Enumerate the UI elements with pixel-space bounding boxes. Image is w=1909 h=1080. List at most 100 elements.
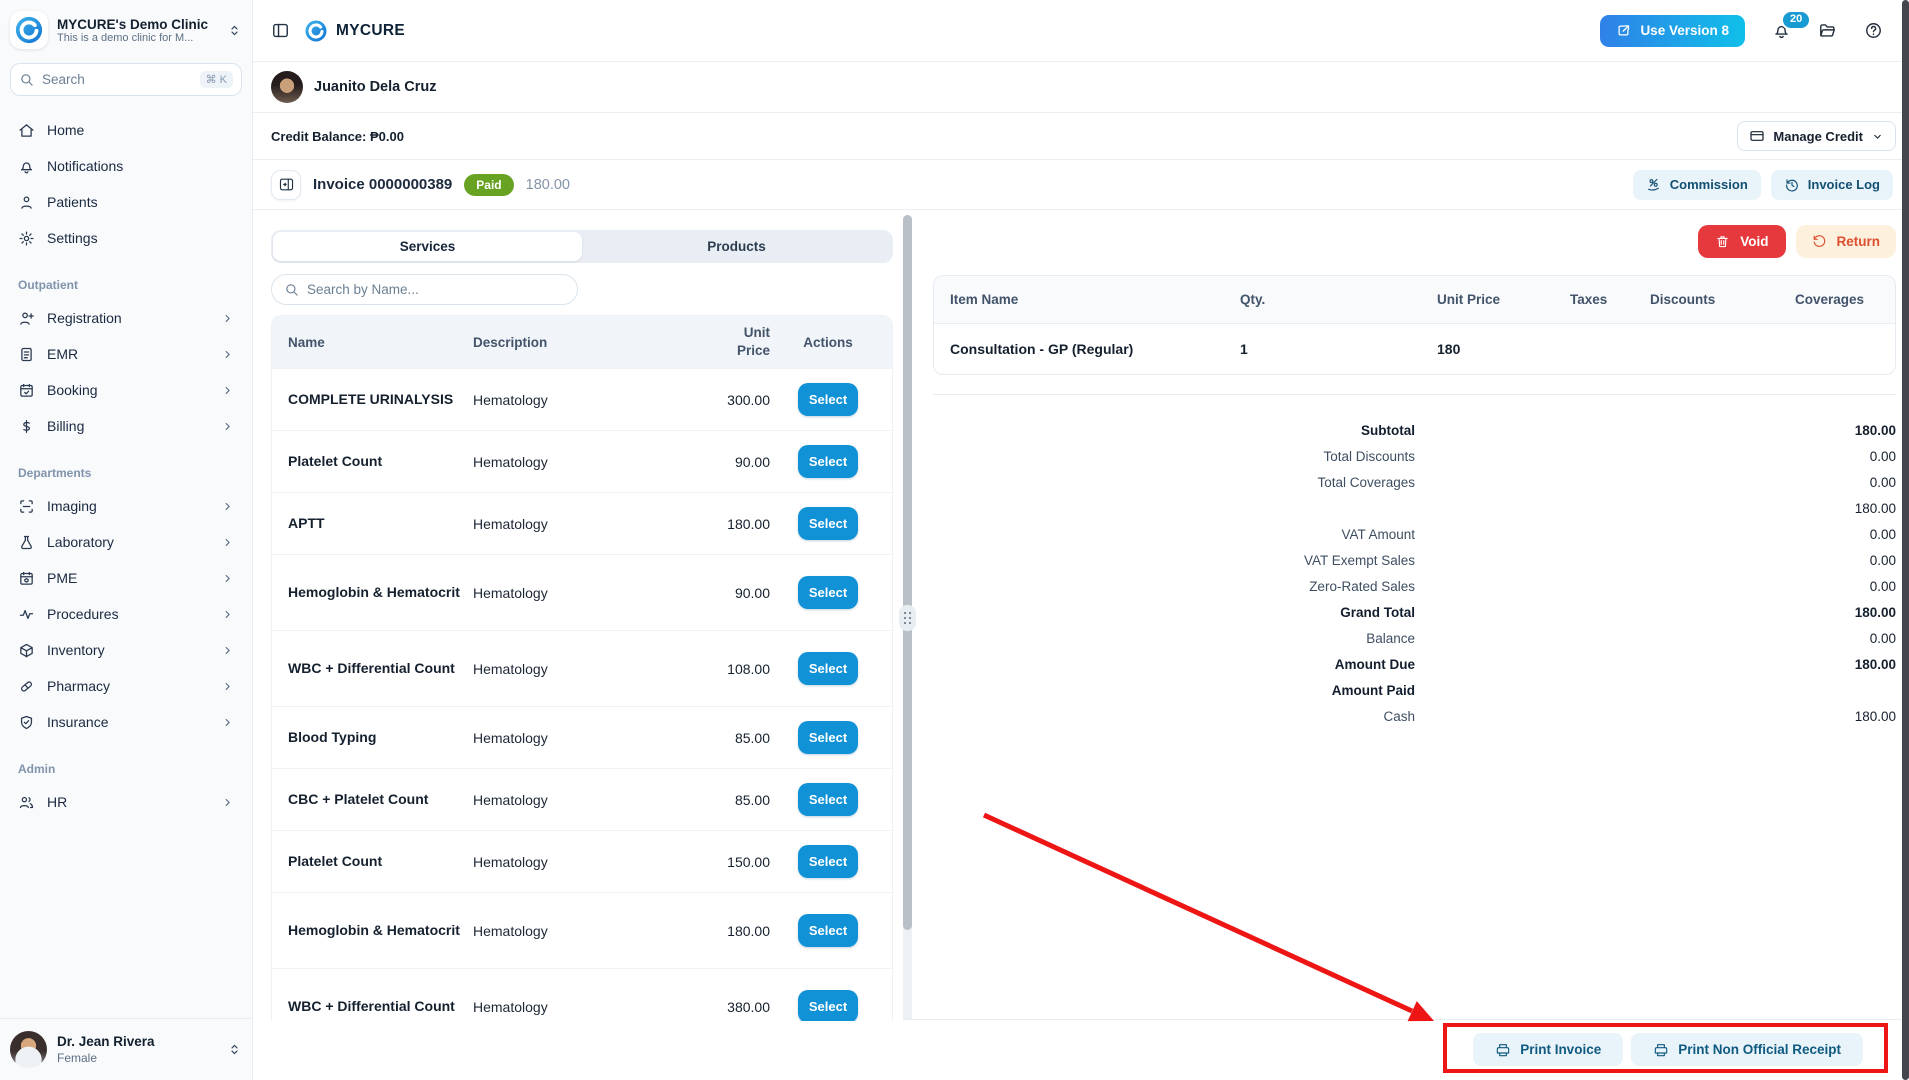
table-row: CBC + Platelet Count Hematology 85.00 Se… — [272, 768, 892, 830]
home-icon — [18, 122, 35, 139]
summary-row-cash: Cash 180.00 — [1383, 708, 1896, 724]
gear-icon — [18, 230, 35, 247]
org-name: MYCURE's Demo Clinic — [57, 16, 208, 32]
sidebar-item-settings[interactable]: Settings — [10, 220, 242, 256]
summary-row-total-discounts: Total Discounts 0.00 — [1323, 448, 1896, 464]
notifications-button[interactable]: 20 — [1772, 10, 1812, 40]
table-row: WBC + Differential Count Hematology 108.… — [272, 630, 892, 706]
search-input[interactable] — [42, 72, 192, 87]
sidebar-search[interactable]: ⌘ K — [10, 63, 242, 96]
chevron-right-icon — [221, 716, 234, 729]
credit-row: Credit Balance: ₱0.00 Manage Credit — [253, 113, 1909, 160]
sidebar-item-pme[interactable]: PME — [10, 560, 242, 596]
catalog-tabs: Services Products — [271, 230, 893, 263]
tab-services[interactable]: Services — [273, 232, 582, 261]
help-button[interactable] — [1864, 21, 1883, 40]
sidebar-item-home[interactable]: Home — [10, 112, 242, 148]
sidebar-toggle-button[interactable] — [271, 21, 290, 40]
invoice-footer: Print Invoice Print Non Official Receipt — [903, 1019, 1909, 1080]
manage-credit-button[interactable]: Manage Credit — [1737, 121, 1896, 151]
select-button[interactable]: Select — [798, 914, 858, 947]
notification-count-badge: 20 — [1781, 10, 1812, 31]
sidebar-item-inventory[interactable]: Inventory — [10, 632, 242, 668]
summary-row-grand-total: Grand Total 180.00 — [1340, 604, 1896, 620]
chevron-up-down-icon — [227, 1042, 242, 1057]
print-invoice-button[interactable]: Print Invoice — [1473, 1033, 1624, 1066]
select-button[interactable]: Select — [798, 783, 858, 816]
sidebar-item-registration[interactable]: Registration — [10, 300, 242, 336]
document-icon — [18, 346, 35, 363]
select-button[interactable]: Select — [798, 845, 858, 878]
panel-resize-handle[interactable] — [899, 605, 916, 631]
flask-icon — [18, 534, 35, 551]
catalog-search[interactable] — [271, 274, 578, 305]
select-button[interactable]: Select — [798, 990, 858, 1021]
calendar-badge-icon — [18, 570, 35, 587]
chevron-right-icon — [221, 680, 234, 693]
table-row: COMPLETE URINALYSIS Hematology 300.00 Se… — [272, 368, 892, 430]
tab-products[interactable]: Products — [707, 239, 766, 254]
select-button[interactable]: Select — [798, 445, 858, 478]
sidebar-item-pharmacy[interactable]: Pharmacy — [10, 668, 242, 704]
invoice-log-button[interactable]: Invoice Log — [1770, 169, 1893, 200]
search-shortcut: ⌘ K — [199, 71, 233, 88]
activity-icon — [18, 606, 35, 623]
summary-row-zero-rated: Zero-Rated Sales 0.00 — [1309, 578, 1896, 594]
chevron-right-icon — [221, 536, 234, 549]
scan-icon — [18, 498, 35, 515]
calendar-check-icon — [18, 382, 35, 399]
page-scrollbar[interactable] — [1902, 0, 1909, 1080]
summary-row-vat-exempt: VAT Exempt Sales 0.00 — [1303, 552, 1896, 568]
history-icon — [1784, 177, 1800, 193]
table-row: Hemoglobin & Hematocrit Hematology 90.00… — [272, 554, 892, 630]
people-icon — [18, 794, 35, 811]
org-switcher[interactable]: MYCURE's Demo Clinic This is a demo clin… — [0, 0, 252, 53]
sidebar-item-billing[interactable]: Billing — [10, 408, 242, 444]
patient-row: Juanito Dela Cruz — [253, 62, 1909, 113]
select-button[interactable]: Select — [798, 721, 858, 754]
help-icon — [1864, 21, 1883, 40]
pill-icon — [18, 678, 35, 695]
sidebar-item-emr[interactable]: EMR — [10, 336, 242, 372]
sidebar-item-insurance[interactable]: HR Insurance — [10, 704, 242, 740]
org-subtitle: This is a demo clinic for M... — [57, 31, 194, 44]
panel-scrollbar[interactable] — [903, 215, 912, 930]
select-button[interactable]: Select — [798, 383, 858, 416]
folder-icon — [1818, 21, 1837, 40]
print-non-official-receipt-button[interactable]: Print Non Official Receipt — [1631, 1033, 1863, 1066]
sidebar-item-imaging[interactable]: Imaging — [10, 488, 242, 524]
brand-name: MYCURE — [336, 21, 405, 39]
sidebar-item-procedures[interactable]: Procedures — [10, 596, 242, 632]
catalog-search-input[interactable] — [307, 282, 565, 297]
select-button[interactable]: Select — [798, 576, 858, 609]
grip-dots-icon — [903, 611, 912, 625]
sidebar-item-booking[interactable]: Booking — [10, 372, 242, 408]
invoice-title: Invoice 0000000389 — [313, 176, 453, 193]
invoice-item-row: Consultation - GP (Regular) 1 180 — [950, 341, 1461, 357]
select-button[interactable]: Select — [798, 652, 858, 685]
summary-row-total-coverages: Total Coverages 0.00 — [1317, 474, 1896, 490]
sidebar-item-notifications[interactable]: Notifications — [10, 148, 242, 184]
invoice-amount: 180.00 — [525, 176, 570, 193]
commission-icon — [1646, 177, 1662, 193]
void-button[interactable]: Void — [1698, 225, 1786, 258]
sidebar-item-patients[interactable]: Patients — [10, 184, 242, 220]
topbar: MYCURE Use Version 8 20 — [253, 0, 1909, 62]
main-area: MYCURE Use Version 8 20 — [253, 0, 1909, 1080]
search-icon — [284, 282, 299, 297]
sidebar-user-menu[interactable]: Dr. Jean Rivera Female — [0, 1018, 252, 1080]
chevron-right-icon — [221, 608, 234, 621]
invoice-panel-toggle-button[interactable] — [271, 169, 301, 200]
sidebar-item-laboratory[interactable]: Laboratory — [10, 524, 242, 560]
sidebar-item-hr[interactable]: HR — [10, 784, 242, 820]
files-button[interactable] — [1818, 21, 1837, 40]
chevron-right-icon — [221, 796, 234, 809]
use-version-button[interactable]: Use Version 8 — [1600, 14, 1745, 47]
return-button[interactable]: Return — [1795, 225, 1896, 258]
dollar-icon — [18, 418, 35, 435]
select-button[interactable]: Select — [798, 507, 858, 540]
sidebar: MYCURE's Demo Clinic This is a demo clin… — [0, 0, 253, 1080]
commission-button[interactable]: Commission — [1632, 169, 1761, 200]
chevron-right-icon — [221, 420, 234, 433]
printer-icon — [1653, 1042, 1669, 1058]
